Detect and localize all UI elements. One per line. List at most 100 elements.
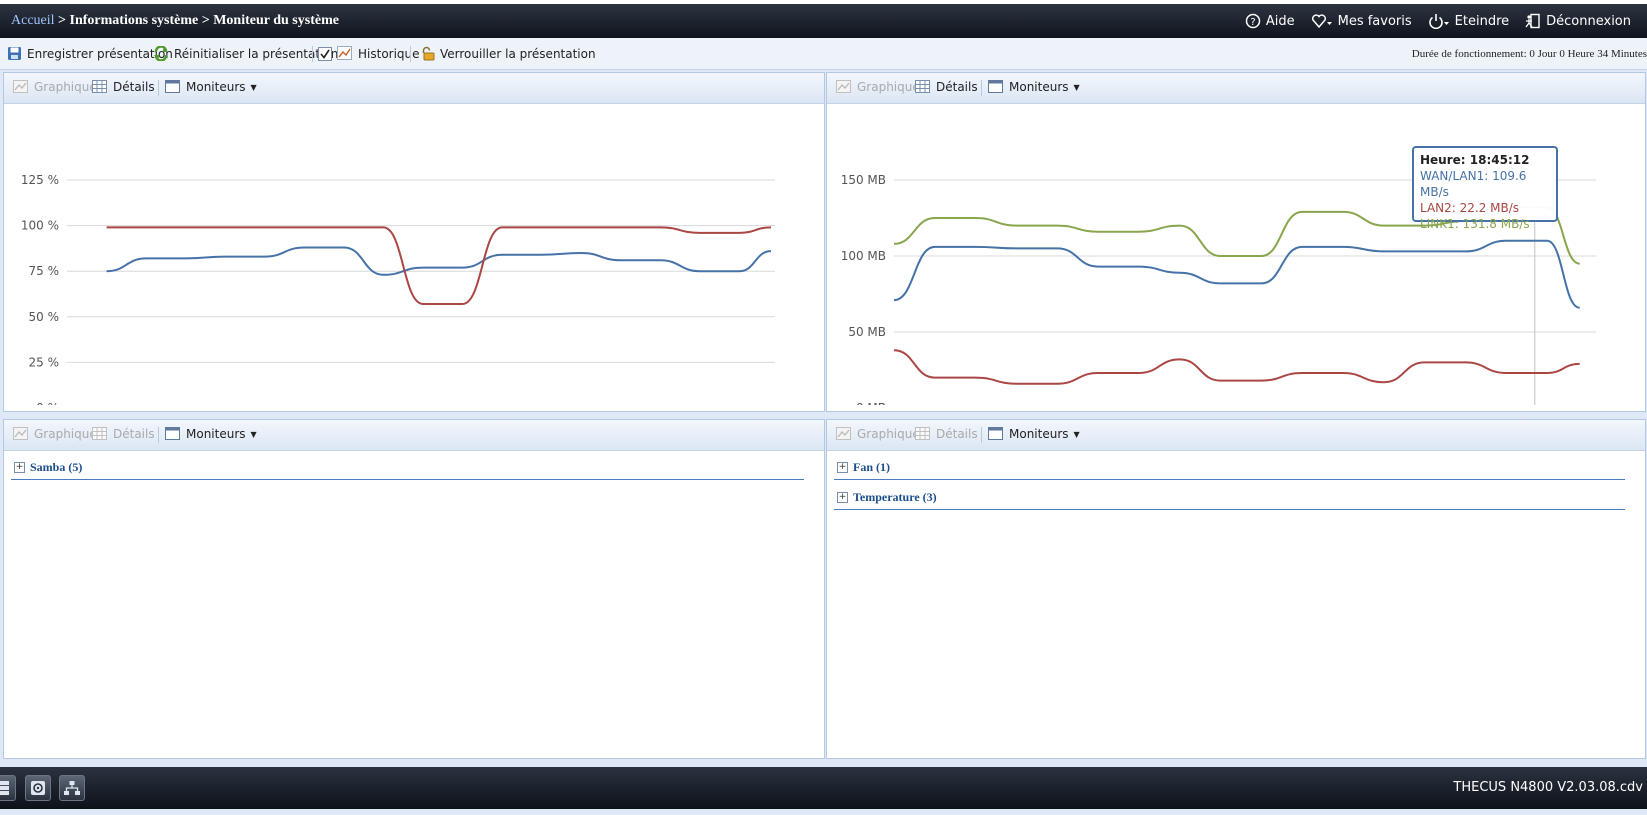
temperature-group[interactable]: + Temperature (3) xyxy=(834,485,1625,510)
y-tick-label: 25 % xyxy=(29,355,60,369)
expand-icon[interactable]: + xyxy=(837,491,848,503)
table-icon xyxy=(92,80,107,93)
monitor-icon xyxy=(165,80,180,93)
history-checkbox[interactable] xyxy=(318,46,332,61)
help-link[interactable]: ? Aide xyxy=(1245,13,1295,29)
favorites-label: Mes favoris xyxy=(1337,13,1412,29)
shutdown-link[interactable]: Eteindre xyxy=(1428,13,1509,29)
heart-icon xyxy=(1311,14,1332,29)
y-tick-label: 0 MB xyxy=(856,401,886,405)
expand-icon[interactable]: + xyxy=(14,461,25,473)
table-icon xyxy=(92,427,107,440)
details-button[interactable]: Détails xyxy=(915,80,978,94)
help-label: Aide xyxy=(1265,13,1295,29)
footer-bar: THECUS N4800 V2.03.08.cdv xyxy=(0,767,1647,809)
svg-text:?: ? xyxy=(1250,17,1255,28)
reset-layout-label: Réinitialiser la présentation xyxy=(174,46,339,61)
monitors-label: Moniteurs xyxy=(186,80,246,94)
panel-toolbar: Graphique Détails Moniteurs ▼ xyxy=(4,73,824,104)
samba-panel: Graphique Détails Moniteurs ▼ + Samba (5) xyxy=(3,419,825,759)
monitors-dropdown[interactable]: Moniteurs ▼ xyxy=(165,80,257,94)
top-bar: Accueil > Informations système > Moniteu… xyxy=(0,0,1647,38)
breadcrumb-current-page: Moniteur du système xyxy=(213,13,339,28)
samba-group[interactable]: + Samba (5) xyxy=(11,455,804,480)
details-button[interactable]: Détails xyxy=(92,80,155,94)
cpu-memory-panel: Graphique Détails Moniteurs ▼ 0 % 25 % 50 %… xyxy=(3,72,825,437)
monitors-label: Moniteurs xyxy=(1009,427,1069,441)
details-label: Détails xyxy=(936,80,978,94)
hardware-panel: Graphique Détails Moniteurs ▼ + Fan (1) +… xyxy=(826,419,1646,759)
panel-divider xyxy=(158,427,159,443)
table-icon xyxy=(915,427,930,440)
details-button[interactable]: Détails xyxy=(92,427,155,441)
layout-toolbar: Enregistrer présentation Réinitialiser l… xyxy=(0,38,1647,70)
monitors-dropdown[interactable]: Moniteurs ▼ xyxy=(988,80,1080,94)
network-button[interactable] xyxy=(59,775,85,801)
disk-icon xyxy=(31,781,45,795)
graph-label: Graphique xyxy=(34,80,97,94)
save-layout-button[interactable]: Enregistrer présentation xyxy=(7,46,173,61)
samba-group-label: Samba (5) xyxy=(30,459,83,474)
graph-button[interactable]: Graphique xyxy=(13,80,97,94)
graph-button[interactable]: Graphique xyxy=(836,427,920,441)
logout-label: Déconnexion xyxy=(1546,13,1631,29)
y-tick-label: 75 % xyxy=(29,264,60,278)
table-icon xyxy=(915,80,930,93)
panel-toolbar: Graphique Détails Moniteurs ▼ xyxy=(4,420,824,451)
history-label: Historique xyxy=(358,46,420,61)
favorites-link[interactable]: Mes favoris xyxy=(1311,13,1412,29)
graph-icon xyxy=(836,80,851,93)
toolbar-divider xyxy=(312,46,313,62)
breadcrumb-home-link[interactable]: Accueil xyxy=(11,13,55,28)
storage-button[interactable] xyxy=(0,775,16,801)
network-panel: Graphique Détails Moniteurs ▼ 0 MB 50 MB 10… xyxy=(826,72,1646,437)
monitors-dropdown[interactable]: Moniteurs ▼ xyxy=(165,427,257,441)
reset-layout-button[interactable]: Réinitialiser la présentation xyxy=(153,46,338,61)
power-icon xyxy=(1428,14,1449,29)
graph-icon xyxy=(13,427,28,440)
cpu-memory-chart: 0 %25 %50 %75 %100 %125 %18:43:0018:43:3… xyxy=(21,173,775,437)
logout-link[interactable]: Déconnexion xyxy=(1525,13,1631,29)
series-line-lan2 xyxy=(893,349,1580,385)
series-line-cpu xyxy=(106,246,772,276)
monitors-dropdown[interactable]: Moniteurs ▼ xyxy=(988,427,1080,441)
breadcrumb: Accueil > Informations système > Moniteu… xyxy=(11,13,339,29)
lock-layout-button[interactable]: Verrouiller la présentation xyxy=(420,46,596,61)
chevron-down-icon: ▼ xyxy=(250,429,257,439)
monitor-icon xyxy=(165,427,180,440)
y-tick-label: 100 % xyxy=(21,219,59,233)
chart-tooltip: Heure: 18:45:12 WAN/LAN1: 109.6 MB/s LAN… xyxy=(1412,146,1558,231)
toolbar-divider xyxy=(410,46,411,62)
expand-icon[interactable]: + xyxy=(837,461,848,473)
panel-divider xyxy=(158,80,159,96)
breadcrumb-separator: > xyxy=(198,13,214,28)
y-tick-label: 0 % xyxy=(36,401,59,405)
uptime-display: Durée de fonctionnement: 0 Jour 0 Heure … xyxy=(1411,48,1647,60)
lock-icon xyxy=(422,46,435,61)
history-toggle[interactable]: Historique xyxy=(318,46,420,61)
y-tick-label: 50 MB xyxy=(848,325,886,339)
graph-button[interactable]: Graphique xyxy=(836,80,920,94)
chevron-down-icon: ▼ xyxy=(1073,429,1080,439)
firmware-version: THECUS N4800 V2.03.08.cdv xyxy=(1453,780,1643,795)
breadcrumb-system-info[interactable]: Informations système xyxy=(69,13,199,28)
graph-button[interactable]: Graphique xyxy=(13,427,97,441)
refresh-icon xyxy=(154,46,168,61)
y-tick-label: 150 MB xyxy=(841,173,886,187)
shutdown-label: Eteindre xyxy=(1454,13,1510,29)
save-icon xyxy=(8,47,21,60)
details-label: Détails xyxy=(113,427,155,441)
series-line-memory xyxy=(106,226,772,305)
graph-label: Graphique xyxy=(857,427,920,441)
fan-group[interactable]: + Fan (1) xyxy=(834,455,1625,480)
details-label: Détails xyxy=(113,80,155,94)
monitors-label: Moniteurs xyxy=(1009,80,1069,94)
panel-toolbar: Graphique Détails Moniteurs ▼ xyxy=(827,73,1645,104)
tooltip-line: LAN2: 22.2 MB/s xyxy=(1420,201,1520,215)
graph-label: Graphique xyxy=(857,80,920,94)
tooltip-line: WAN/LAN1: 109.6 MB/s xyxy=(1420,169,1527,199)
save-layout-label: Enregistrer présentation xyxy=(27,46,173,61)
details-button[interactable]: Détails xyxy=(915,427,978,441)
disk-button[interactable] xyxy=(25,775,51,801)
details-label: Détails xyxy=(936,427,978,441)
